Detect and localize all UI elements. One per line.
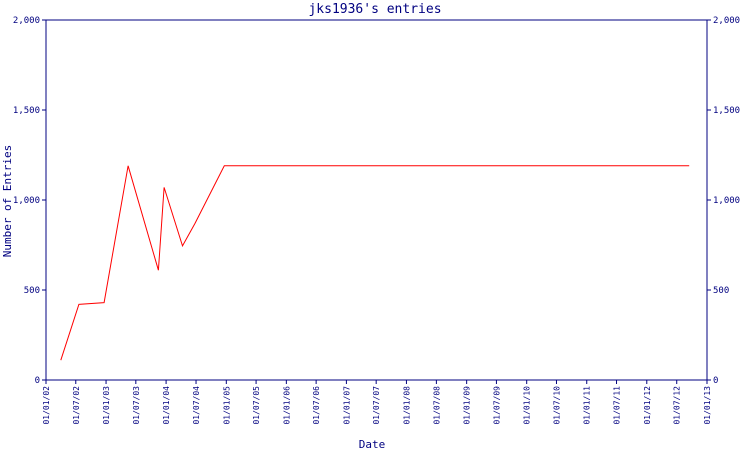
series-line — [60, 165, 690, 361]
x-tick-label: 01/07/11 — [613, 386, 622, 425]
x-axis-label: Date — [359, 438, 386, 450]
x-tick-label: 01/01/03 — [102, 386, 111, 425]
y-axis-left: 0 500 1,000 1,500 2,000 — [13, 16, 46, 386]
chart-title: jks1936's entries — [308, 2, 441, 17]
x-tick-label: 01/01/12 — [643, 386, 652, 425]
plot-area-frame — [45, 19, 708, 381]
x-tick-label: 01/01/05 — [222, 386, 231, 425]
x-tick-label: 01/01/02 — [42, 386, 51, 425]
y-right-tick-label: 2,000 — [713, 16, 740, 26]
x-axis: 01/01/02 01/07/02 01/01/03 01/07/03 01/01/04… — [42, 380, 712, 425]
y-axis-right: 0 500 1,000 1,500 2,000 — [707, 16, 740, 386]
y-axis-label: Number of Entries — [1, 145, 14, 258]
y-right-tick-label: 1,000 — [713, 196, 740, 206]
x-tick-label: 01/07/04 — [192, 386, 201, 425]
x-tick-label: 01/01/04 — [162, 386, 171, 425]
y-left-tick-label: 2,000 — [13, 16, 40, 26]
y-left-tick-label: 500 — [24, 286, 40, 296]
x-tick-label: 01/01/09 — [463, 386, 472, 425]
x-tick-label: 01/07/06 — [312, 386, 321, 425]
x-tick-label: 01/07/10 — [552, 386, 561, 425]
y-right-tick-label: 500 — [713, 286, 729, 296]
y-right-tick-label: 1,500 — [713, 106, 740, 116]
y-left-tick-label: 1,500 — [13, 106, 40, 116]
x-tick-label: 01/07/08 — [432, 386, 441, 425]
y-left-tick-label: 1,000 — [13, 196, 40, 206]
x-tick-label: 01/01/06 — [282, 386, 291, 425]
x-tick-label: 01/07/03 — [132, 386, 141, 425]
x-tick-label: 01/01/13 — [703, 386, 712, 425]
x-tick-label: 01/01/08 — [402, 386, 411, 425]
x-tick-label: 01/07/07 — [372, 386, 381, 425]
x-tick-label: 01/07/09 — [492, 386, 501, 425]
series-layer — [60, 165, 690, 361]
x-tick-label: 01/01/10 — [523, 386, 532, 425]
x-tick-label: 01/01/11 — [583, 386, 592, 425]
x-tick-label: 01/01/07 — [342, 386, 351, 425]
x-tick-label: 01/07/12 — [673, 386, 682, 425]
y-left-tick-label: 0 — [35, 376, 40, 386]
y-right-tick-label: 0 — [713, 376, 718, 386]
x-tick-label: 01/07/02 — [72, 386, 81, 425]
x-tick-label: 01/07/05 — [252, 386, 261, 425]
